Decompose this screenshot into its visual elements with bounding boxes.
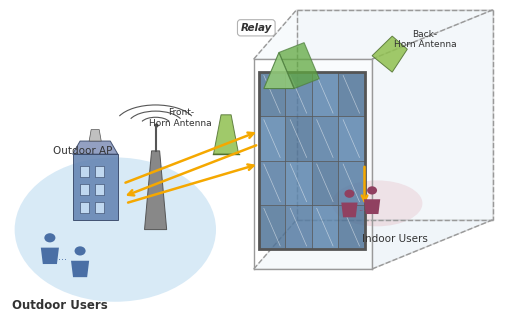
Polygon shape <box>312 205 338 249</box>
Ellipse shape <box>15 157 216 302</box>
Polygon shape <box>259 116 285 161</box>
Polygon shape <box>80 202 89 213</box>
Text: Relay: Relay <box>241 23 272 33</box>
Text: Front-
Horn Antenna: Front- Horn Antenna <box>149 108 212 128</box>
Text: ...: ... <box>58 253 67 262</box>
Ellipse shape <box>75 246 86 256</box>
Polygon shape <box>264 52 294 89</box>
Polygon shape <box>259 161 285 205</box>
Text: ...: ... <box>358 204 366 213</box>
Text: Outdoor Users: Outdoor Users <box>12 298 108 312</box>
Polygon shape <box>341 202 358 217</box>
Polygon shape <box>80 166 89 177</box>
Polygon shape <box>285 205 312 249</box>
Polygon shape <box>338 205 365 249</box>
Polygon shape <box>254 10 493 59</box>
Ellipse shape <box>367 186 377 195</box>
Polygon shape <box>312 161 338 205</box>
Polygon shape <box>364 199 380 214</box>
Polygon shape <box>297 10 493 220</box>
Text: Outdoor AP: Outdoor AP <box>53 146 112 156</box>
Ellipse shape <box>332 180 423 226</box>
Polygon shape <box>372 36 407 72</box>
Polygon shape <box>73 141 118 154</box>
Polygon shape <box>259 205 285 249</box>
Polygon shape <box>312 116 338 161</box>
Polygon shape <box>312 72 338 116</box>
Polygon shape <box>213 115 239 154</box>
Polygon shape <box>372 10 493 269</box>
Polygon shape <box>95 202 104 213</box>
Polygon shape <box>80 184 89 195</box>
Polygon shape <box>259 72 285 116</box>
Polygon shape <box>254 220 493 269</box>
Polygon shape <box>95 166 104 177</box>
Polygon shape <box>41 248 59 264</box>
Polygon shape <box>89 130 101 141</box>
Text: Indoor Users: Indoor Users <box>362 235 428 244</box>
Polygon shape <box>95 184 104 195</box>
Polygon shape <box>338 161 365 205</box>
Polygon shape <box>279 43 319 89</box>
Polygon shape <box>144 151 167 230</box>
Polygon shape <box>71 261 89 277</box>
Polygon shape <box>285 161 312 205</box>
Text: Back-
Horn Antenna: Back- Horn Antenna <box>394 30 456 49</box>
Polygon shape <box>285 72 312 116</box>
Polygon shape <box>285 116 312 161</box>
Polygon shape <box>73 154 118 220</box>
Ellipse shape <box>344 190 355 198</box>
Polygon shape <box>338 116 365 161</box>
Ellipse shape <box>44 233 55 242</box>
Polygon shape <box>338 72 365 116</box>
